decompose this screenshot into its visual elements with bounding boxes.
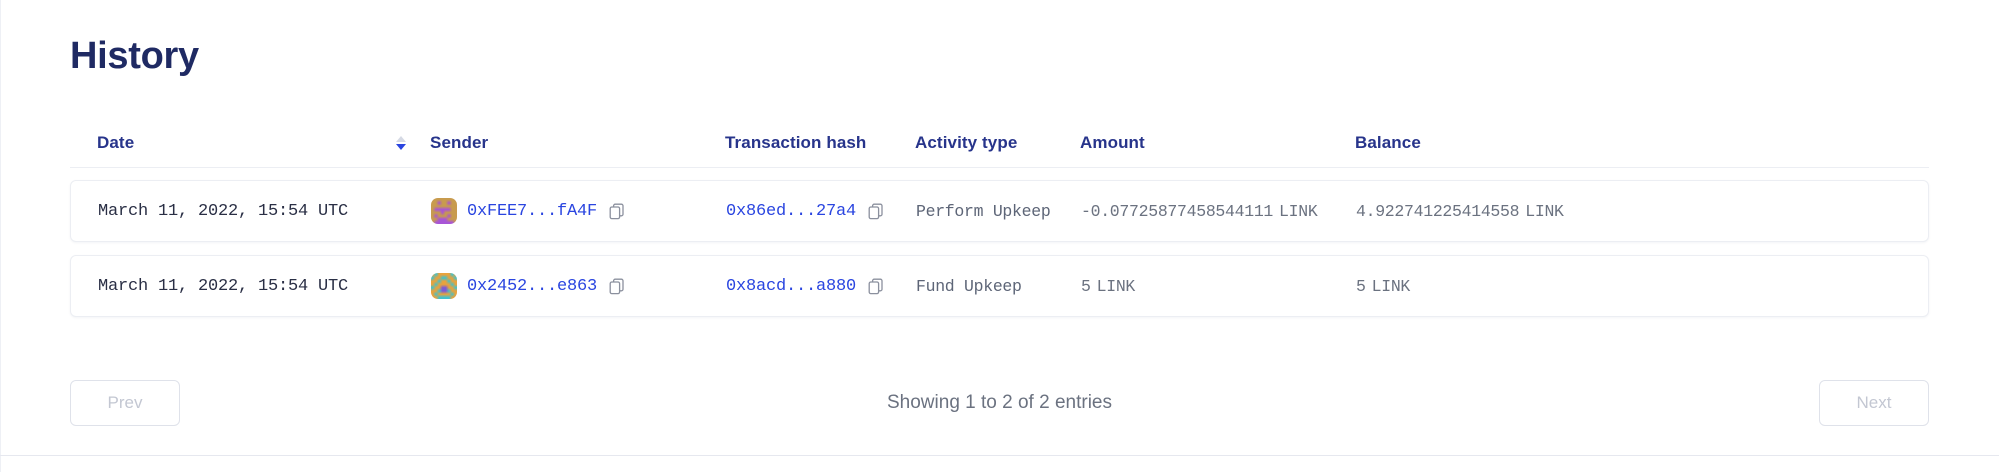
cell-amount: 5 LINK [1081,277,1356,296]
cell-balance: 5 LINK [1356,277,1876,296]
sort-desc-icon[interactable] [394,132,408,154]
column-header-balance-label: Balance [1355,132,1421,152]
history-table: Date Sender Transaction hash Activity ty… [70,118,1929,330]
amount-value: -0.07725877458544111 [1081,201,1274,221]
sender-avatar-icon [431,198,457,224]
sender-address-link[interactable]: 0x2452...e863 [467,276,598,296]
left-edge-divider [0,0,1,472]
table-header-row: Date Sender Transaction hash Activity ty… [70,118,1929,168]
table-row[interactable]: March 11, 2022, 15:54 UTC 0xFEE7...fA4F … [70,180,1929,242]
sender-avatar-icon [431,273,457,299]
amount-unit: LINK [1096,276,1136,296]
column-header-activity-type[interactable]: Activity type [915,133,1080,153]
sort-arrow-down-icon [396,143,406,150]
copy-transaction-hash-icon[interactable] [867,202,885,220]
cell-sender: 0xFEE7...fA4F [431,198,726,224]
copy-sender-address-icon[interactable] [608,277,626,295]
amount-unit: LINK [1279,201,1318,221]
cell-activity-type: Fund Upkeep [916,276,1022,296]
cell-balance: 4.922741225414558 LINK [1356,202,1876,221]
column-header-sender[interactable]: Sender [430,133,725,153]
column-header-transaction-hash-label: Transaction hash [725,132,867,152]
cell-sender: 0x2452...e863 [431,273,726,299]
transaction-hash-link[interactable]: 0x86ed...27a4 [726,201,857,221]
bottom-divider [0,455,1999,456]
column-header-balance[interactable]: Balance [1355,133,1875,153]
prev-page-button[interactable]: Prev [70,380,180,426]
copy-sender-address-icon[interactable] [608,202,626,220]
sort-arrow-up-icon [396,135,406,142]
page-title: History [70,35,199,78]
amount-value: 5 [1081,276,1091,296]
balance-unit: LINK [1371,276,1411,296]
table-row[interactable]: March 11, 2022, 15:54 UTC 0x2452...e863 … [70,255,1929,317]
balance-unit: LINK [1525,201,1564,221]
column-header-sender-label: Sender [430,132,489,152]
column-header-transaction-hash[interactable]: Transaction hash [725,133,915,153]
cell-date: March 11, 2022, 15:54 UTC [98,201,349,221]
sender-address-link[interactable]: 0xFEE7...fA4F [467,201,598,221]
cell-transaction-hash: 0x86ed...27a4 [726,202,916,221]
cell-date: March 11, 2022, 15:54 UTC [98,276,349,296]
pagination-info: Showing 1 to 2 of 2 entries [887,392,1112,413]
transaction-hash-link[interactable]: 0x8acd...a880 [726,276,857,296]
cell-amount: -0.07725877458544111 LINK [1081,202,1356,221]
next-page-button[interactable]: Next [1818,380,1929,426]
balance-value: 5 [1356,276,1366,296]
cell-activity-type: Perform Upkeep [916,201,1051,221]
cell-transaction-hash: 0x8acd...a880 [726,277,916,296]
table-body: March 11, 2022, 15:54 UTC 0xFEE7...fA4F … [70,180,1929,317]
copy-transaction-hash-icon[interactable] [867,277,885,295]
column-header-date-label: Date [97,132,135,152]
balance-value: 4.922741225414558 [1356,201,1520,221]
column-header-activity-type-label: Activity type [915,132,1018,152]
column-header-amount-label: Amount [1080,132,1145,152]
pagination: Prev Showing 1 to 2 of 2 entries Next [70,380,1929,426]
column-header-amount[interactable]: Amount [1080,133,1355,153]
column-header-date[interactable]: Date [70,132,430,154]
